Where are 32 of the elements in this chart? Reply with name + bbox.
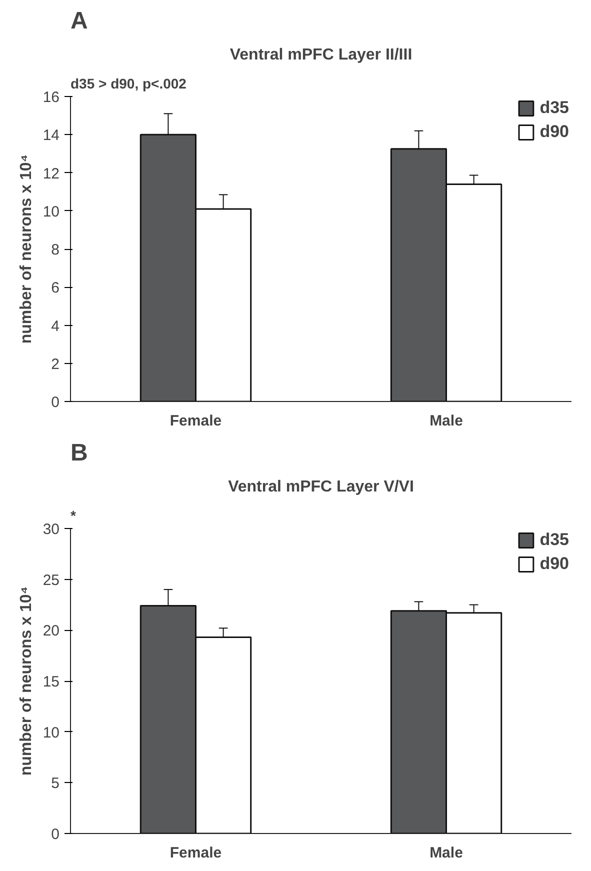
y-tick-label: 4 <box>51 318 60 335</box>
y-axis-title: number of neurons x 10⁴ <box>18 586 35 776</box>
legend-label: d35 <box>540 530 569 550</box>
y-tick-label: 16 <box>42 89 60 106</box>
y-tick-label: 10 <box>42 724 60 742</box>
text: * <box>70 508 76 524</box>
y-tick-label: 15 <box>42 674 60 690</box>
x-tick-label: Male <box>430 844 463 862</box>
x-tick-label: Male <box>430 412 463 430</box>
y-tick-label: 25 <box>42 572 60 589</box>
x-tick-label: Female <box>170 412 222 430</box>
y-tick-label: 20 <box>42 622 60 640</box>
text: A <box>70 8 88 34</box>
y-tick-label: 12 <box>42 165 60 182</box>
y-axis-title: number of neurons x 10⁴ <box>18 154 35 344</box>
y-tick-label: 5 <box>51 775 60 792</box>
text: B <box>70 440 88 466</box>
chart-title: Ventral mPFC Layer II/III <box>230 46 412 64</box>
y-tick-label: 8 <box>51 242 60 258</box>
y-tick-label: 0 <box>51 826 60 843</box>
legend-label: d90 <box>540 554 569 574</box>
legend-label: d35 <box>540 98 569 118</box>
y-tick-label: 2 <box>51 356 60 373</box>
text: d35 > d90, p<.002 <box>70 76 187 92</box>
y-tick-label: 6 <box>51 280 60 297</box>
x-tick-label: Female <box>170 844 222 862</box>
y-tick-label: 10 <box>42 203 60 220</box>
y-tick-label: 30 <box>42 521 60 538</box>
y-tick-label: 14 <box>42 127 60 144</box>
y-tick-label: 0 <box>51 394 60 411</box>
chart-title: Ventral mPFC Layer V/VI <box>228 478 414 496</box>
legend-label: d90 <box>540 122 569 142</box>
